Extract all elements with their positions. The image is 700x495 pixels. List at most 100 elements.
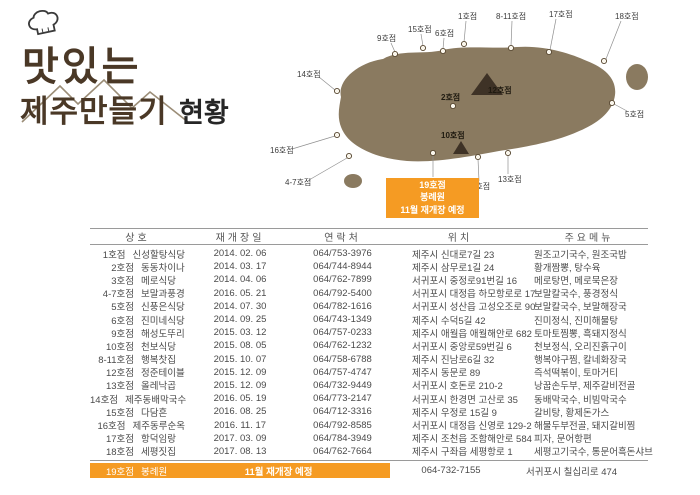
cell-location: 서귀포시 대정읍 하모항로로 17 — [412, 289, 536, 301]
cell-menu: 피자, 문어항편 — [534, 434, 592, 446]
map-branch-label: 5호점 — [625, 110, 645, 119]
branch-marker-dot — [507, 44, 515, 52]
cell-date: 2016. 08. 25 — [213, 406, 267, 418]
map-branch-label: 10호점 — [441, 131, 465, 140]
cell-shop: 1호점 신성할탕식당 — [90, 247, 185, 261]
map-branch-label: 17호점 — [549, 10, 573, 19]
cell-location: 서귀포시 칠십리로 474 — [526, 466, 618, 478]
cell-menu: 갈비탕, 황제돈가스 — [534, 407, 610, 419]
branch-marker-dot — [474, 153, 482, 161]
map-branch-label: 8-11호점 — [496, 12, 527, 21]
branch-marker-dot — [333, 87, 341, 95]
branch-marker-dot — [449, 102, 457, 110]
cell-shop: 15호점 다담흔 — [90, 405, 185, 419]
table-row: 10호점 천보식당 2015. 08. 05 064/762-1232 서귀포시 중앙로… — [90, 339, 648, 353]
cell-name: 천보식당 — [141, 341, 176, 353]
sanbangsan-mountain-icon — [453, 141, 469, 154]
cell-branch: 5호점 — [111, 302, 134, 314]
cell-shop: 9호점 해성도뚜리 — [90, 326, 185, 340]
map-branch-label: 13호점 — [498, 175, 522, 184]
cell-phone: 064/753-3976 — [313, 248, 372, 260]
cell-phone: 064/758-6788 — [313, 353, 372, 365]
cell-shop: 4-7호점 보말과풍경 — [90, 286, 185, 300]
cell-menu: 진미정식, 진미해물탕 — [534, 315, 618, 327]
column-header: 위치 — [447, 233, 473, 244]
table-row: 6호점 진미네식당 2014. 09. 25 064/743-1349 제주시 수덕5길… — [90, 313, 648, 327]
map-branch-label: 15호점 — [408, 25, 432, 34]
cell-date: 2015. 10. 07 — [213, 353, 267, 365]
cell-phone: 064/782-1616 — [313, 300, 372, 312]
cell-location: 제주시 애월읍 애월해안로 682 — [412, 328, 532, 340]
cell-shop: 2호점 동동차이나 — [90, 260, 185, 274]
cell-branch: 19호점 — [105, 466, 134, 478]
cell-shop: 17호점 항덕임랑 — [90, 431, 185, 445]
logo-title-line2-wrap: 제주만들기 현황 — [20, 78, 229, 131]
marker-connector-line — [420, 33, 424, 47]
cell-shop: 16호점 제주동루순옥 — [90, 418, 185, 432]
cell-location: 제주시 신대로7길 23 — [412, 249, 495, 261]
cell-shop: 12호점 정준테이블 — [90, 365, 185, 379]
cell-branch: 17호점 — [105, 434, 134, 446]
chef-hat-icon — [28, 9, 59, 36]
status-table: 상호 재개장일 연락처 위치 주요메뉴 1호점 신성할탕식당 2014. 02. 06 064… — [90, 228, 653, 478]
cell-date: 2017. 03. 09 — [213, 432, 267, 444]
table-row: 9호점 해성도뚜리 2015. 03. 12 064/757-0233 제주시 애월읍 … — [90, 326, 648, 340]
cell-shop: 14호점 제주동배막국수 — [90, 392, 187, 406]
table-row: 15호점 다담흔 2016. 08. 25 064/712-3316 제주시 우정로 1… — [90, 405, 648, 419]
cell-name: 항덕임랑 — [141, 434, 176, 446]
cell-shop: 8-11호점 행복찻집 — [90, 352, 185, 366]
cell-location: 제주시 삼무로1길 24 — [412, 262, 495, 274]
cell-name: 제주동배막국수 — [125, 394, 187, 406]
cell-date: 2016. 11. 17 — [213, 419, 267, 431]
callout-branch: 19호점 — [419, 180, 446, 190]
cell-name: 동동차이나 — [141, 262, 185, 274]
cell-date: 2017. 08. 13 — [213, 445, 267, 457]
logo: 맛있는 제주만들기 현황 — [18, 6, 273, 156]
branch-marker-dot — [429, 149, 437, 157]
callout-name: 봉례원 — [420, 192, 445, 203]
jeju-island-graphic — [291, 18, 648, 188]
branch-marker-dot — [419, 44, 427, 52]
hallasan-mountain-icon — [471, 73, 503, 95]
cell-branch: 12호점 — [105, 368, 134, 380]
table-row: 2호점 동동차이나 2014. 03. 17 064/744-8944 제주시 삼무로1… — [90, 260, 648, 274]
cell-name: 신풍은식당 — [141, 302, 185, 314]
table-header-row: 상호 재개장일 연락처 위치 주요메뉴 — [90, 228, 648, 245]
branch-marker-dot — [439, 47, 447, 55]
table-row: 12호점 정준테이블 2015. 12. 09 064/757-4747 제주시 동문로… — [90, 365, 648, 380]
cell-date: 2014. 02. 06 — [213, 248, 267, 260]
cell-menu: 토마토찜뽕, 흑돼지정식 — [534, 328, 627, 340]
cell-phone: 064/762-7664 — [313, 445, 372, 457]
cell-branch: 16호점 — [97, 421, 126, 433]
table-row: 16호점 제주동루순옥 2016. 11. 17 064/792-8585 서귀포시 대… — [90, 418, 648, 433]
branch-marker-dot — [504, 149, 512, 157]
cell-menu: 행복야구찜, 칼네화장국 — [534, 355, 627, 367]
cell-date: 2015. 03. 12 — [213, 327, 267, 339]
cell-location: 서귀포시 중앙로59번길 6 — [412, 341, 512, 353]
table-row: 18호점 세평짓집 2017. 08. 13 064/762-7664 제주시 구좌읍 … — [90, 445, 653, 459]
callout-note: 11월 재개장 예정 — [400, 204, 465, 215]
cell-branch: 3호점 — [111, 275, 134, 287]
cell-name: 올레낙곱 — [141, 381, 176, 393]
marker-connector-line — [390, 42, 396, 53]
branch-marker-dot — [545, 48, 553, 56]
cell-name: 보말과풍경 — [141, 289, 185, 301]
logo-title-suffix: 현황 — [179, 98, 229, 128]
branch-marker-dot — [391, 50, 399, 58]
marker-connector-line — [510, 20, 513, 47]
island-shape — [338, 46, 616, 162]
mountain-sketch-icon — [21, 78, 189, 123]
column-header: 연락처 — [324, 233, 361, 244]
cell-name: 봉례원 — [141, 466, 168, 478]
marker-connector-line — [442, 37, 445, 50]
cell-location: 제주시 동문로 89 — [412, 368, 481, 380]
cell-date: 2014. 09. 25 — [213, 314, 267, 326]
cell-date: 2014. 03. 17 — [213, 261, 267, 273]
marker-connector-line — [613, 103, 628, 112]
cell-location: 서귀포시 한경면 고산로 35 — [412, 394, 518, 406]
islet-southwest — [344, 174, 362, 188]
cell-date: 2016. 05. 19 — [213, 393, 267, 405]
cell-date: 2015. 08. 05 — [213, 340, 267, 352]
cell-location: 제주시 진남로6길 32 — [412, 355, 495, 367]
map-branch-label: 16호점 — [270, 146, 294, 155]
